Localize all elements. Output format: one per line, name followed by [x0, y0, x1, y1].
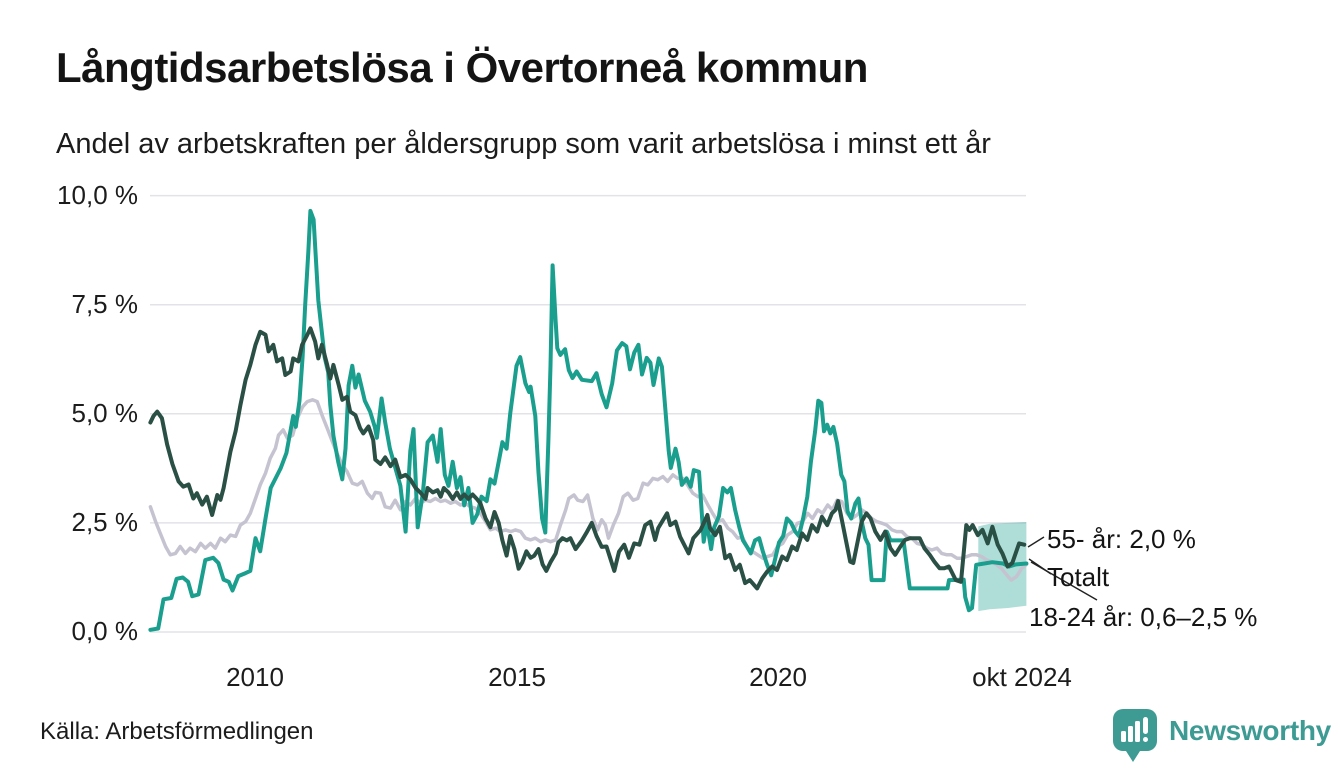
annotation-youth: 18-24 år: 0,6–2,5 % [1029, 602, 1258, 632]
x-axis-tick-label: 2010 [226, 662, 284, 692]
source-credit: Källa: Arbetsförmedlingen [40, 718, 314, 745]
newsworthy-logo-icon [1113, 709, 1157, 762]
x-axis-tick-label: okt 2024 [972, 662, 1072, 692]
chart-subtitle: Andel av arbetskraften per åldersgrupp s… [56, 128, 991, 160]
series-line-senior [148, 326, 1027, 591]
newsworthy-brand-label: Newsworthy [1169, 715, 1331, 746]
x-axis-tick-label: 2015 [488, 662, 546, 692]
confidence-band [978, 522, 1027, 612]
y-axis-tick-label: 10,0 % [57, 180, 138, 210]
leader-line-senior [1027, 536, 1045, 548]
x-axis-tick-label: 2020 [749, 662, 807, 692]
gridlines [150, 194, 1026, 633]
leader-line-youth [1030, 561, 1098, 601]
annotation-senior: 55- år: 2,0 % [1047, 524, 1196, 554]
y-axis-tick-label: 7,5 % [71, 289, 139, 319]
y-axis-tick-label: 2,5 % [71, 507, 139, 537]
newsworthy-brand: Newsworthy [1113, 709, 1331, 763]
series-line-youth [148, 208, 1029, 632]
y-axis-tick-label: 5,0 % [71, 398, 139, 428]
annotation-total: Totalt [1047, 562, 1110, 592]
page-title: Långtidsarbetslösa i Övertorneå kommun [56, 44, 868, 91]
y-axis-tick-label: 0,0 % [71, 616, 139, 646]
